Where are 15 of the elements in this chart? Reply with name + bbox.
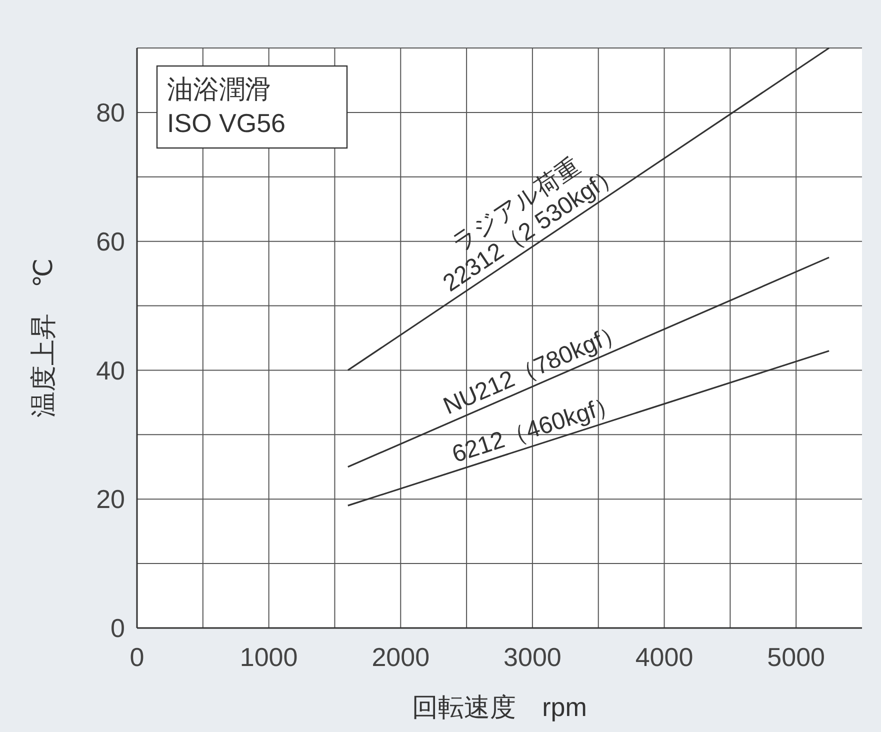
x-tick-label: 2000 (372, 642, 430, 672)
y-tick-label: 60 (96, 226, 125, 256)
annotation: ISO VG56 (167, 108, 286, 138)
x-tick-label: 0 (130, 642, 144, 672)
x-tick-label: 4000 (635, 642, 694, 672)
y-axis-title: 温度上昇 ℃ (28, 258, 58, 418)
x-axis-title: 回転速度 rpm (412, 692, 587, 722)
x-tick-label: 3000 (504, 642, 562, 672)
annotation: 油浴潤滑 (167, 74, 271, 104)
y-tick-label: 20 (96, 484, 125, 514)
y-tick-label: 0 (110, 613, 125, 644)
x-tick-label: 1000 (240, 642, 298, 672)
x-tick-label: 5000 (767, 642, 826, 672)
y-tick-label: 80 (96, 98, 125, 128)
y-tick-label: 40 (96, 355, 125, 386)
